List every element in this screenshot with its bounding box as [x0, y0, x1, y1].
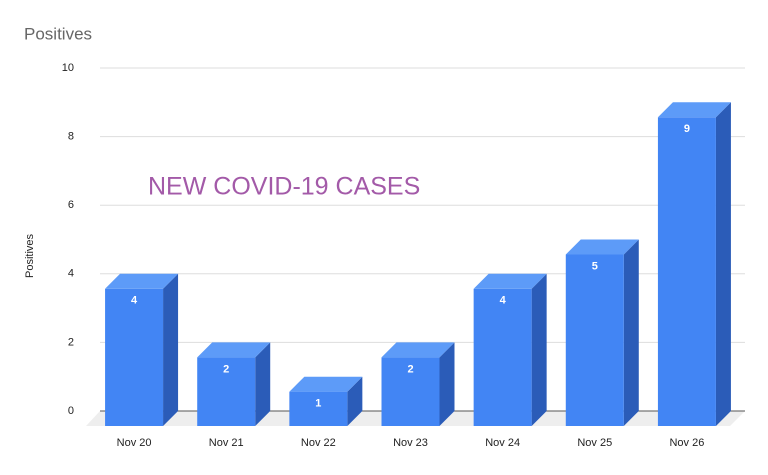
bar: [289, 376, 363, 426]
y-tick-label: 8: [68, 131, 74, 143]
bar-top: [289, 376, 363, 392]
data-label: 2: [407, 363, 413, 375]
bar-front: [473, 288, 532, 426]
x-tick-label: Nov 25: [577, 437, 612, 449]
annotation: NEW COVID-19 CASES: [148, 173, 420, 201]
y-tick-label: 2: [68, 336, 74, 348]
y-tick-label: 10: [62, 62, 74, 74]
data-label: 5: [592, 260, 598, 272]
bar-front: [105, 288, 164, 426]
bar: [105, 273, 179, 426]
x-tick-label: Nov 22: [301, 437, 336, 449]
bar-top: [197, 342, 271, 358]
y-tick-label: 0: [68, 405, 74, 417]
data-label: 1: [315, 398, 321, 410]
data-label: 4: [131, 295, 138, 307]
x-tick-label: Nov 26: [669, 437, 704, 449]
bar-front: [289, 391, 348, 426]
bar-front: [657, 117, 716, 427]
x-tick-label: Nov 23: [393, 437, 428, 449]
y-tick-label: 6: [68, 199, 74, 211]
x-tick-label: Nov 24: [485, 437, 520, 449]
bar-side: [623, 239, 639, 426]
data-label: 2: [223, 363, 229, 375]
bar-side: [439, 342, 455, 426]
bar: [565, 239, 639, 426]
bar-side: [715, 102, 731, 427]
data-label: 9: [684, 123, 690, 135]
bar-top: [565, 239, 639, 255]
bar-side: [347, 376, 363, 426]
y-axis-label: Positives: [24, 233, 36, 278]
x-tick-label: Nov 20: [117, 437, 152, 449]
bar-front: [565, 254, 624, 426]
bar-top: [105, 273, 179, 289]
bar: [473, 273, 547, 426]
bar-side: [163, 273, 179, 426]
bar-front: [197, 357, 256, 426]
bar-front: [381, 357, 440, 426]
y-tick-label: 4: [68, 268, 74, 280]
bar: [197, 342, 271, 426]
bar-side: [255, 342, 271, 426]
bar-side: [531, 273, 547, 426]
chart-title: Positives: [24, 24, 92, 43]
data-label: 4: [500, 295, 507, 307]
bar: [381, 342, 455, 426]
bar-top: [657, 102, 731, 118]
bar: [657, 102, 731, 427]
bar-top: [473, 273, 547, 289]
x-tick-label: Nov 21: [209, 437, 244, 449]
bar-top: [381, 342, 455, 358]
